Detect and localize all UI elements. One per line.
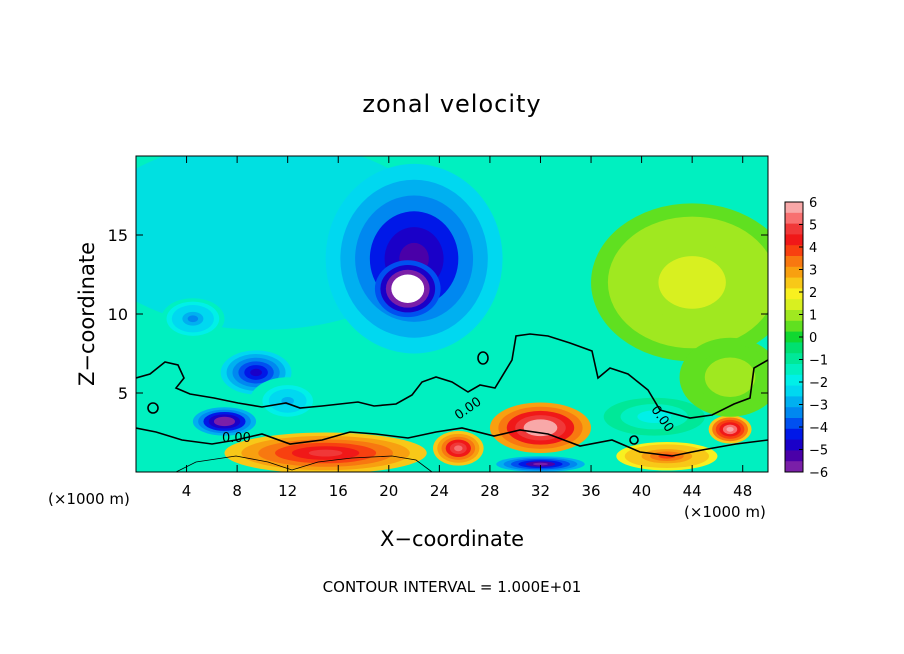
colorbar-swatch-3 xyxy=(785,234,803,246)
zero-contour-small-1 xyxy=(477,351,489,365)
colorbar: 6 5 4 3 2 1 0 −1 −2 −3 −4 −5 −6 xyxy=(784,196,828,481)
y-axis-ticks: 5 10 15 xyxy=(108,226,768,403)
colorbar-swatch-4 xyxy=(785,245,803,257)
heatmap-blob-positive-region-right-level-5 xyxy=(721,370,739,384)
chart-title: zonal velocity xyxy=(362,90,541,118)
colorbar-swatch-10 xyxy=(785,310,803,322)
colorbar-label-1: 5 xyxy=(809,219,817,234)
colorbar-swatch-13 xyxy=(785,342,803,354)
x-tick-label-44: 44 xyxy=(683,482,702,500)
x-unit-left: (×1000 m) xyxy=(48,490,130,508)
colorbar-swatch-20 xyxy=(785,418,803,430)
thin-contours xyxy=(175,455,433,472)
colorbar-swatch-9 xyxy=(785,299,803,311)
zero-contour-main xyxy=(136,333,768,419)
heatmap-blob-positive-core-25-level-5 xyxy=(454,445,463,452)
x-tick-label-24: 24 xyxy=(430,482,449,500)
colorbar-label-4: 2 xyxy=(809,286,817,301)
colorbar-swatch-12 xyxy=(785,331,803,343)
x-tick-label-8: 8 xyxy=(232,482,242,500)
colorbar-label-7: −1 xyxy=(809,354,828,369)
x-tick-label-36: 36 xyxy=(581,482,600,500)
colorbar-swatch-16 xyxy=(785,374,803,387)
colorbar-swatch-2 xyxy=(785,223,803,235)
colorbar-swatch-14 xyxy=(785,353,803,365)
x-tick-label-4: 4 xyxy=(182,482,192,500)
y-tick-label-10: 10 xyxy=(108,305,128,324)
colorbar-swatch-1 xyxy=(785,212,803,225)
y-axis-label: Z−coordinate xyxy=(75,242,99,386)
x-tick-label-12: 12 xyxy=(278,482,297,500)
colorbar-label-3: 3 xyxy=(809,264,817,279)
x-axis-label: X−coordinate xyxy=(380,527,524,551)
heatmap-blob-surface-positive-band-level-5 xyxy=(308,449,343,457)
colorbar-swatch-15 xyxy=(785,364,803,376)
colorbar-label-0: 6 xyxy=(809,196,817,211)
colorbar-swatch-0 xyxy=(785,202,803,214)
zero-contour-small-3 xyxy=(147,402,159,414)
colorbar-swatch-21 xyxy=(785,428,803,441)
heatmap-blob-positive-region-upper-right-level-5 xyxy=(675,269,710,296)
colorbar-swatch-17 xyxy=(785,385,803,397)
x-tick-label-20: 20 xyxy=(379,482,398,500)
colorbar-label-11: −5 xyxy=(809,444,828,459)
x-tick-label-48: 48 xyxy=(733,482,752,500)
colorbar-swatch-24 xyxy=(785,461,803,473)
colorbar-swatch-6 xyxy=(785,266,803,279)
colorbar-swatch-19 xyxy=(785,407,803,419)
heatmap-blob-mid-negative-eddy-level-5 xyxy=(250,368,262,377)
colorbar-label-8: −2 xyxy=(809,376,828,391)
heatmap-field xyxy=(136,156,768,472)
colorbar-swatch-22 xyxy=(785,439,803,451)
x-tick-label-16: 16 xyxy=(329,482,348,500)
zero-contour-small-2 xyxy=(629,435,639,445)
y-tick-label-5: 5 xyxy=(118,384,128,403)
heatmap-blob-left-negative-patch-level-5 xyxy=(187,315,199,323)
colorbar-swatch-8 xyxy=(785,288,803,300)
x-tick-label-40: 40 xyxy=(632,482,651,500)
heatmap-blob-jet-core-level-5 xyxy=(402,283,414,294)
contour-label-1: 0.00 xyxy=(222,431,251,446)
x-tick-label-32: 32 xyxy=(531,482,550,500)
heatmap-blob-positive-core-47-level-5 xyxy=(726,426,734,432)
colorbar-swatch-23 xyxy=(785,450,803,462)
zero-contour-lower xyxy=(136,427,768,457)
colorbar-label-6: 0 xyxy=(809,331,817,346)
x-tick-label-28: 28 xyxy=(480,482,499,500)
x-axis-ticks: 4 8 12 16 20 24 28 32 36 40 44 48 xyxy=(182,156,752,500)
heatmap-blob-negative-patch-41-level-5 xyxy=(645,413,663,420)
heatmap-blob-negative-surface-32-level-5 xyxy=(533,462,548,466)
colorbar-label-5: 1 xyxy=(809,309,817,324)
x-unit-right: (×1000 m) xyxy=(684,503,766,521)
heatmap-blob-positive-core-32-level-5 xyxy=(532,423,549,432)
colorbar-label-9: −3 xyxy=(809,399,828,414)
zero-contours xyxy=(136,333,768,457)
contour-interval-footer: CONTOUR INTERVAL = 1.000E+01 xyxy=(323,578,582,596)
colorbar-label-10: −4 xyxy=(809,421,828,436)
colorbar-swatch-7 xyxy=(785,277,803,289)
thin-contour-surface xyxy=(175,455,433,472)
heatmap-blob-low-negative-eddy-level-5 xyxy=(219,419,230,424)
y-tick-label-15: 15 xyxy=(108,226,128,245)
colorbar-swatch-11 xyxy=(785,320,803,333)
colorbar-label-12: −6 xyxy=(809,466,828,481)
colorbar-swatch-18 xyxy=(785,396,803,408)
colorbar-swatch-5 xyxy=(785,256,803,268)
colorbar-label-2: 4 xyxy=(809,241,817,256)
